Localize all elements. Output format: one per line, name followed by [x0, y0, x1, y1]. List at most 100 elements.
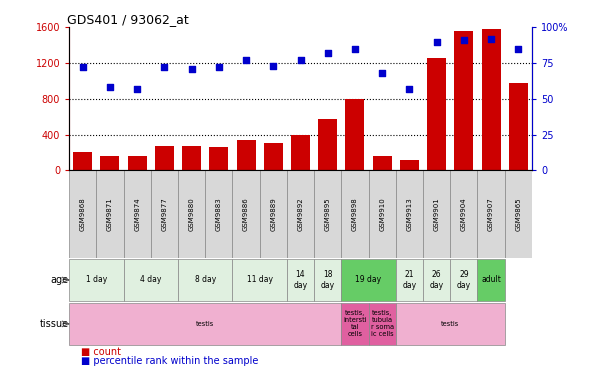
- Point: [377, 70, 387, 76]
- Text: GSM9904: GSM9904: [461, 197, 467, 231]
- Text: 18
day: 18 day: [321, 270, 335, 290]
- Bar: [260, 170, 287, 258]
- Bar: [233, 259, 287, 301]
- Bar: [209, 146, 228, 170]
- Bar: [400, 160, 419, 170]
- Bar: [396, 303, 505, 345]
- Bar: [127, 156, 147, 170]
- Bar: [178, 170, 205, 258]
- Text: 4 day: 4 day: [140, 276, 162, 284]
- Bar: [341, 303, 368, 345]
- Text: age: age: [50, 275, 69, 285]
- Bar: [505, 170, 532, 258]
- Bar: [427, 58, 446, 170]
- Bar: [396, 170, 423, 258]
- Point: [241, 57, 251, 63]
- Text: GSM9886: GSM9886: [243, 197, 249, 231]
- Text: 14
day: 14 day: [293, 270, 308, 290]
- Point: [432, 39, 441, 45]
- Bar: [481, 29, 501, 170]
- Bar: [341, 259, 396, 301]
- Point: [513, 46, 523, 52]
- Text: GSM9898: GSM9898: [352, 197, 358, 231]
- Point: [404, 86, 414, 92]
- Bar: [341, 170, 368, 258]
- Bar: [314, 170, 341, 258]
- Bar: [182, 146, 201, 170]
- Bar: [346, 99, 364, 170]
- Text: GSM9901: GSM9901: [433, 197, 439, 231]
- Text: GSM9871: GSM9871: [107, 197, 113, 231]
- Text: adult: adult: [481, 276, 501, 284]
- Bar: [314, 259, 341, 301]
- Text: testis: testis: [196, 321, 215, 327]
- Text: 11 day: 11 day: [246, 276, 273, 284]
- Text: GSM9868: GSM9868: [80, 197, 86, 231]
- Text: testis,
tubula
r soma
ic cells: testis, tubula r soma ic cells: [371, 310, 394, 337]
- Bar: [423, 170, 450, 258]
- Bar: [124, 170, 151, 258]
- Text: 1 day: 1 day: [86, 276, 107, 284]
- Bar: [450, 259, 477, 301]
- Text: GSM9910: GSM9910: [379, 197, 385, 231]
- Bar: [100, 156, 120, 170]
- Bar: [151, 170, 178, 258]
- Text: 19 day: 19 day: [356, 276, 382, 284]
- Point: [459, 37, 469, 43]
- Text: GSM9913: GSM9913: [406, 197, 412, 231]
- Bar: [454, 31, 474, 170]
- Text: GDS401 / 93062_at: GDS401 / 93062_at: [67, 13, 189, 26]
- Bar: [291, 135, 310, 170]
- Bar: [237, 140, 255, 170]
- Bar: [508, 83, 528, 170]
- Point: [187, 66, 197, 72]
- Bar: [373, 156, 392, 170]
- Text: GSM9907: GSM9907: [488, 197, 494, 231]
- Bar: [178, 259, 233, 301]
- Text: GSM9880: GSM9880: [189, 197, 195, 231]
- Bar: [450, 170, 477, 258]
- Bar: [368, 170, 396, 258]
- Bar: [124, 259, 178, 301]
- Text: GSM9892: GSM9892: [297, 197, 304, 231]
- Text: 26
day: 26 day: [430, 270, 444, 290]
- Point: [132, 86, 142, 92]
- Point: [323, 50, 332, 56]
- Bar: [318, 119, 337, 170]
- Text: GSM9895: GSM9895: [325, 197, 331, 231]
- Bar: [69, 259, 124, 301]
- Text: tissue: tissue: [40, 319, 69, 329]
- Text: ■ percentile rank within the sample: ■ percentile rank within the sample: [81, 356, 258, 366]
- Bar: [287, 170, 314, 258]
- Bar: [423, 259, 450, 301]
- Point: [78, 64, 88, 70]
- Point: [160, 64, 169, 70]
- Text: testis: testis: [441, 321, 459, 327]
- Text: testis,
intersti
tal
cells: testis, intersti tal cells: [343, 310, 367, 337]
- Text: GSM9865: GSM9865: [515, 197, 521, 231]
- Bar: [396, 259, 423, 301]
- Text: 21
day: 21 day: [402, 270, 416, 290]
- Bar: [205, 170, 233, 258]
- Text: GSM9883: GSM9883: [216, 197, 222, 231]
- Bar: [233, 170, 260, 258]
- Bar: [287, 259, 314, 301]
- Bar: [264, 142, 283, 170]
- Text: GSM9889: GSM9889: [270, 197, 276, 231]
- Point: [214, 64, 224, 70]
- Point: [105, 85, 115, 90]
- Bar: [477, 170, 505, 258]
- Bar: [155, 146, 174, 170]
- Point: [486, 36, 496, 42]
- Text: GSM9877: GSM9877: [162, 197, 168, 231]
- Text: 8 day: 8 day: [195, 276, 216, 284]
- Bar: [73, 152, 93, 170]
- Point: [350, 46, 360, 52]
- Text: 29
day: 29 day: [457, 270, 471, 290]
- Text: GSM9874: GSM9874: [134, 197, 140, 231]
- Bar: [368, 303, 396, 345]
- Bar: [96, 170, 124, 258]
- Text: ■ count: ■ count: [81, 347, 121, 357]
- Bar: [69, 170, 96, 258]
- Point: [296, 57, 305, 63]
